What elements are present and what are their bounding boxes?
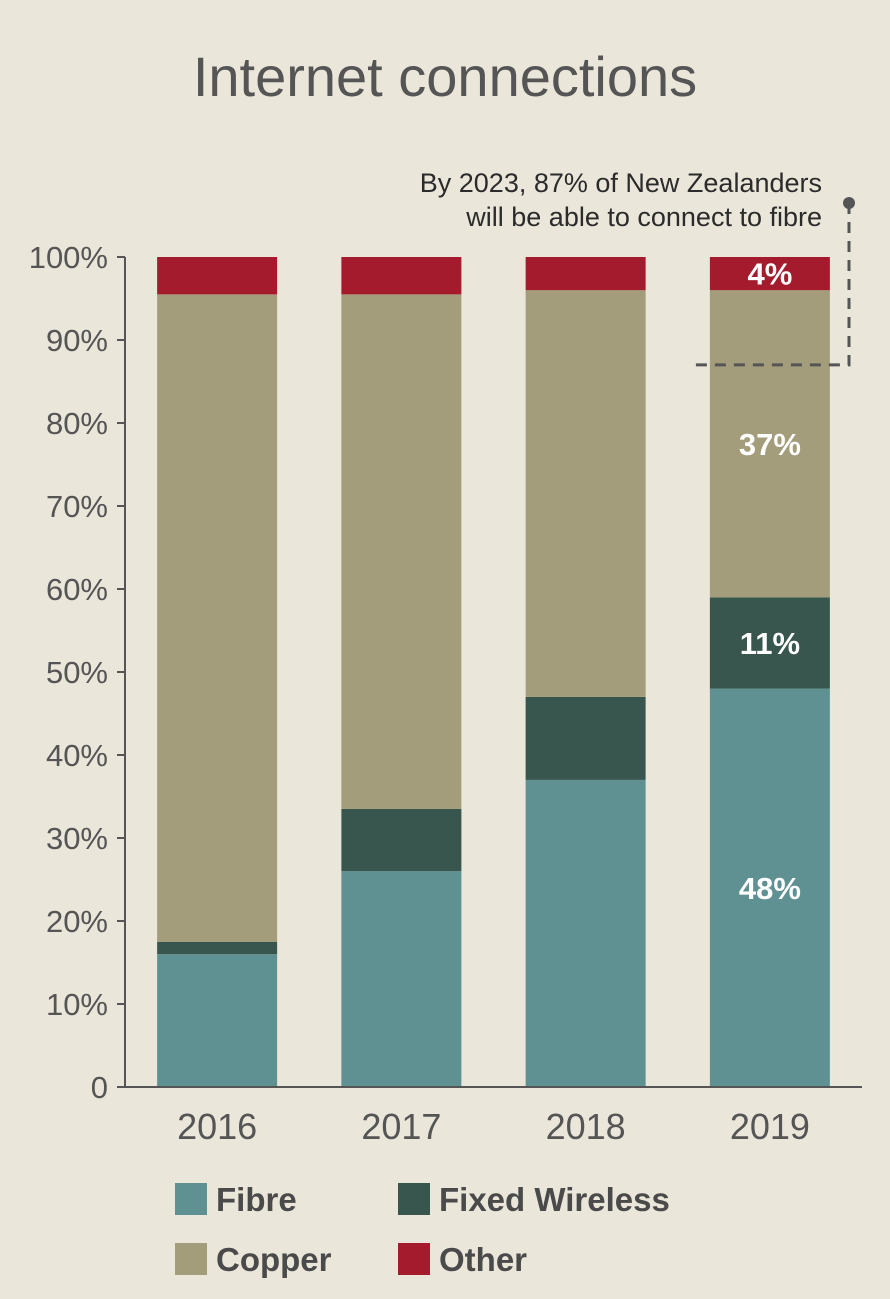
- legend-label-fixed-wireless: Fixed Wireless: [439, 1181, 670, 1218]
- y-tick-label: 30%: [46, 821, 108, 856]
- bar-fibre-2016: [157, 954, 278, 1087]
- bar-copper-2018: [525, 290, 646, 697]
- bar-copper-2017: [341, 294, 462, 809]
- y-tick-label: 20%: [46, 904, 108, 939]
- data-label-other: 4%: [747, 257, 792, 292]
- bar-other-2016: [157, 257, 278, 295]
- y-tick-label: 40%: [46, 738, 108, 773]
- bar-fixed-wireless-2017: [341, 808, 462, 872]
- annotation-line-1: By 2023, 87% of New Zealanders: [420, 168, 822, 198]
- x-tick-label: 2016: [177, 1106, 257, 1147]
- annotation: By 2023, 87% of New Zealanders will be a…: [420, 168, 822, 232]
- y-tick-label: 60%: [46, 572, 108, 607]
- bars: [157, 257, 830, 1087]
- annotation-marker: [687, 197, 855, 367]
- data-label-copper: 37%: [739, 427, 801, 462]
- bar-fixed-wireless-2016: [157, 941, 278, 955]
- x-tick-label: 2019: [730, 1106, 810, 1147]
- y-axis: 0 10% 20% 30% 40% 50% 60% 70% 80% 90% 100%: [29, 240, 126, 1105]
- annotation-dashed-line: [687, 203, 851, 367]
- legend-label-fibre: Fibre: [216, 1181, 297, 1218]
- chart-title: Internet connections: [193, 45, 697, 108]
- bar-copper-2019: [709, 290, 830, 598]
- data-label-fibre: 48%: [739, 871, 801, 906]
- legend-swatch-fibre: [175, 1183, 207, 1215]
- data-label-fixed-wireless: 11%: [740, 626, 800, 661]
- y-tick-label: 50%: [46, 655, 108, 690]
- legend-swatch-fixed-wireless: [398, 1183, 430, 1215]
- legend-label-copper: Copper: [216, 1241, 332, 1278]
- data-labels: 48% 11% 37% 4%: [739, 257, 801, 906]
- bar-fibre-2017: [341, 871, 462, 1087]
- legend-swatch-other: [398, 1243, 430, 1275]
- bar-fixed-wireless-2018: [525, 696, 646, 780]
- y-tick-label: 0: [91, 1070, 108, 1105]
- bar-fixed-wireless-2019: [709, 597, 830, 689]
- y-tick-label: 70%: [46, 489, 108, 524]
- y-tick-label: 80%: [46, 406, 108, 441]
- legend: Fibre Fixed Wireless Copper Other: [175, 1181, 670, 1278]
- legend-swatch-copper: [175, 1243, 207, 1275]
- bar-other-2017: [341, 257, 462, 295]
- x-tick-label: 2017: [361, 1106, 441, 1147]
- annotation-line-2: will be able to connect to fibre: [465, 202, 822, 232]
- bar-other-2019: [709, 257, 830, 291]
- y-tick-label: 10%: [46, 987, 108, 1022]
- bar-other-2018: [525, 257, 646, 291]
- y-tick-label: 100%: [29, 240, 108, 275]
- x-tick-label: 2018: [546, 1106, 626, 1147]
- x-axis: 2016 2017 2018 2019: [125, 1086, 862, 1147]
- y-tick-label: 90%: [46, 323, 108, 358]
- legend-label-other: Other: [439, 1241, 527, 1278]
- bar-copper-2016: [157, 294, 278, 942]
- bar-fibre-2019: [709, 688, 830, 1087]
- bar-fibre-2018: [525, 779, 646, 1087]
